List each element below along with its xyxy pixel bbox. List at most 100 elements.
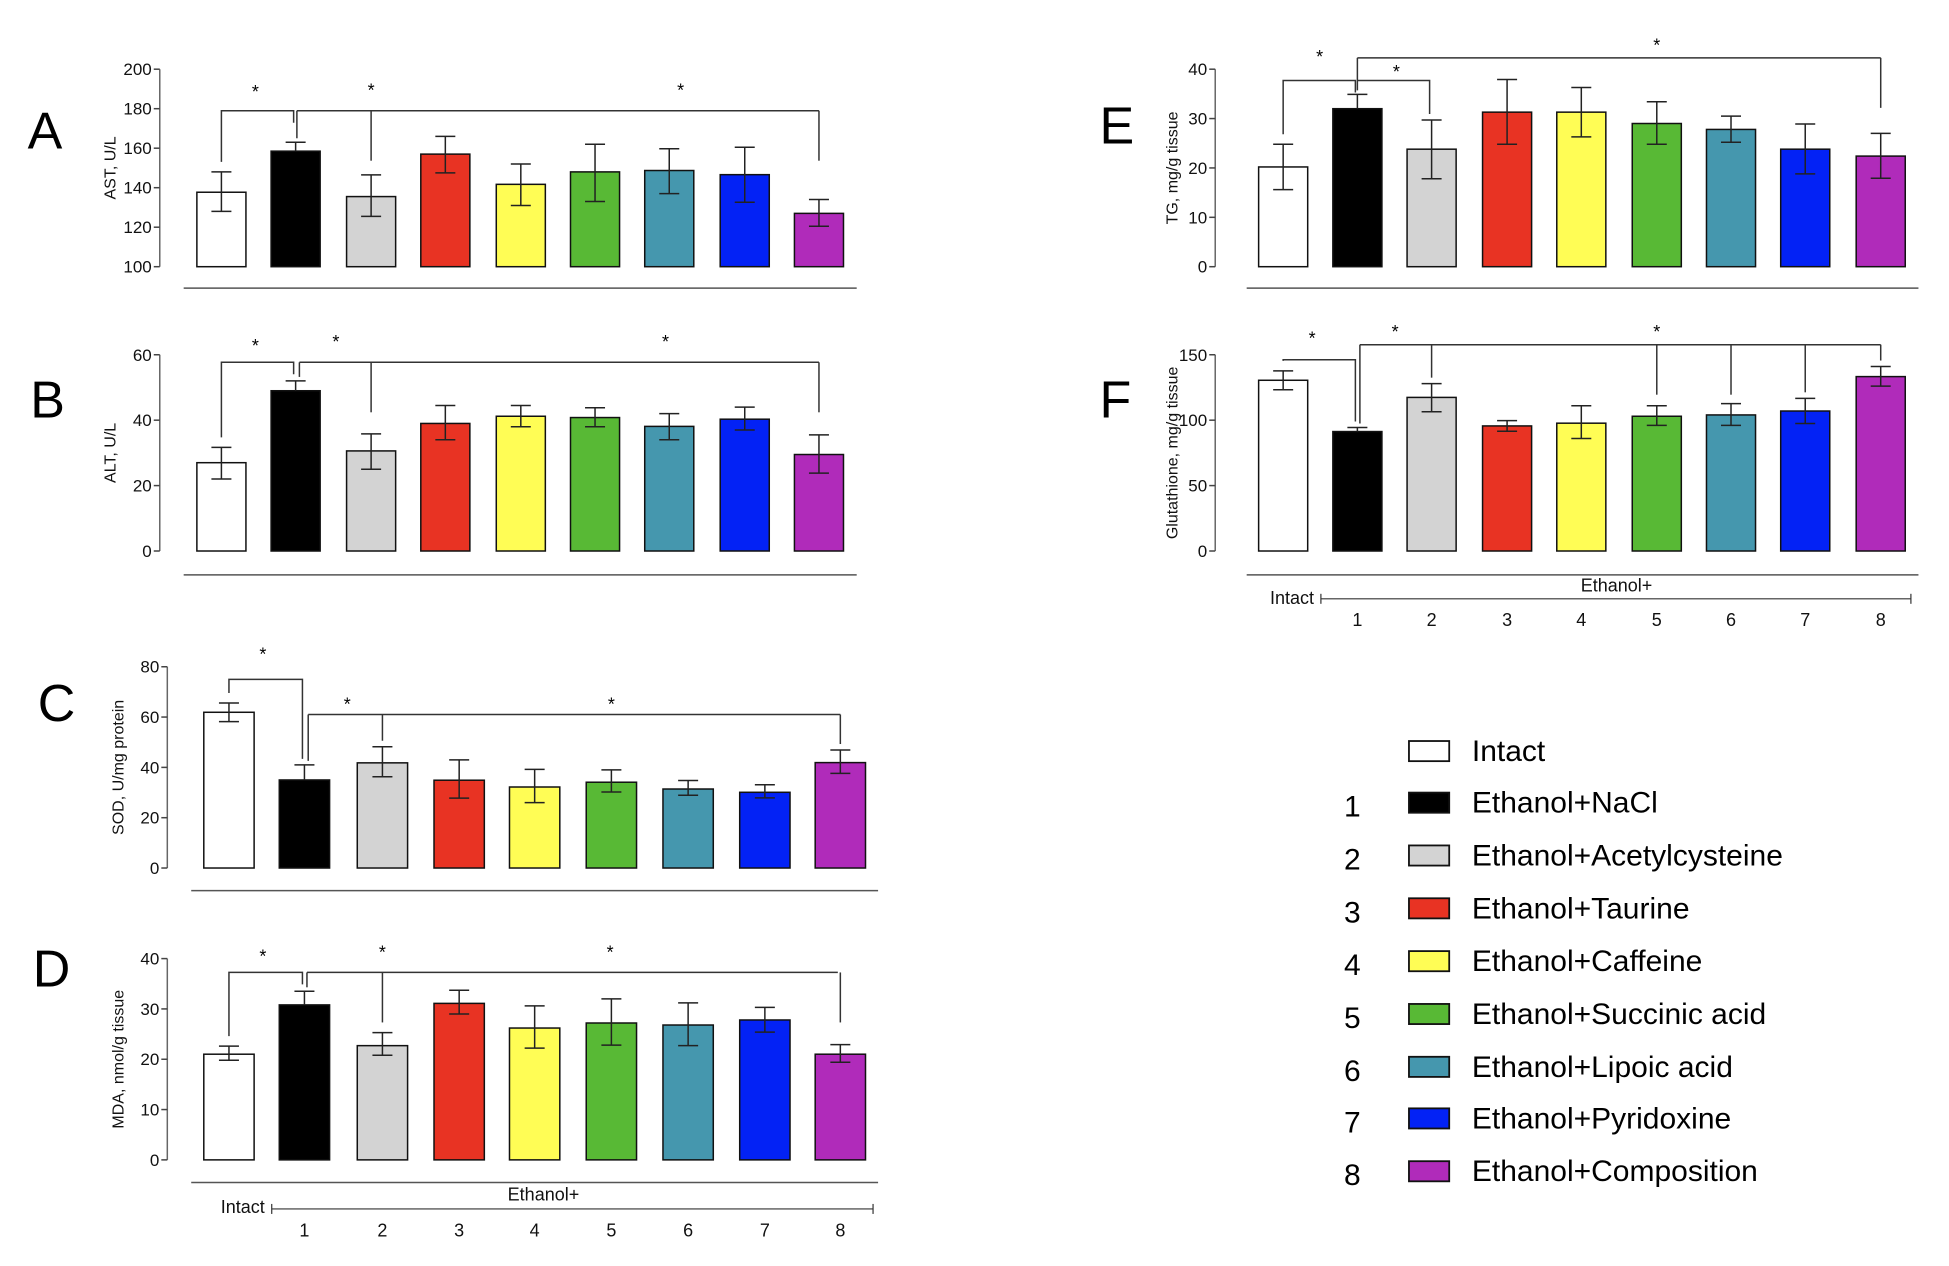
x-tick-label: 5 <box>1652 610 1662 630</box>
y-tick-label: 100 <box>1179 411 1207 430</box>
y-tick-label: 20 <box>133 477 152 496</box>
y-axis-label: MDA, nmol/g tissue <box>110 990 127 1129</box>
legend-number: 4 <box>1344 949 1361 982</box>
significance-star: * <box>1316 47 1323 67</box>
y-tick-label: 150 <box>1179 346 1207 365</box>
panel-letter: F <box>1099 372 1131 430</box>
bar-succinic <box>569 416 621 552</box>
bar-succinic <box>1631 415 1683 552</box>
panel-letter: B <box>30 372 65 430</box>
panel-F: F 0 50 100 150 Glutathione, mg/g tissue * * * Int… <box>1099 322 1919 630</box>
bar-intact <box>203 1053 255 1161</box>
y-tick-label: 30 <box>140 1000 159 1019</box>
y-tick-label: 0 <box>150 859 159 878</box>
bar-pyridoxine <box>719 418 771 552</box>
significance-star: * <box>344 695 351 715</box>
y-tick-label: 80 <box>140 658 159 677</box>
y-tick-label: 160 <box>123 139 151 158</box>
y-tick-label: 200 <box>123 60 151 79</box>
significance-star: * <box>1392 322 1399 342</box>
x-tick-label: 2 <box>1427 610 1437 630</box>
x-tick-label: 4 <box>1576 610 1586 630</box>
legend-label: Ethanol+Composition <box>1472 1155 1758 1188</box>
x-tick-label: 1 <box>1352 610 1362 630</box>
legend-number: 5 <box>1344 1002 1361 1035</box>
bar-nacl <box>270 150 321 268</box>
legend-label: Ethanol+Succinic acid <box>1472 998 1766 1031</box>
y-tick-label: 40 <box>1188 60 1207 79</box>
legend-label: Ethanol+Acetylcysteine <box>1472 839 1783 872</box>
bar-intact <box>203 711 255 869</box>
bar-acetylcysteine <box>1406 396 1457 552</box>
panel-E: E 0 10 20 30 40 TG, mg/g tissue * * * <box>1099 35 1919 289</box>
bar-taurine <box>420 422 471 552</box>
y-axis-label: TG, mg/g tissue <box>1164 111 1181 224</box>
legend-item-taurine: 3 Ethanol+Taurine <box>1344 892 1690 929</box>
significance-bracket <box>220 361 295 438</box>
bar-composition <box>814 1053 867 1161</box>
x-tick-label: 4 <box>530 1220 540 1240</box>
significance-bracket <box>228 678 304 759</box>
significance-star: * <box>252 82 259 102</box>
legend-item-intact: Intact <box>1408 735 1546 768</box>
significance-star: * <box>1653 322 1660 342</box>
y-tick-label: 20 <box>140 1050 159 1069</box>
y-tick-label: 0 <box>1198 258 1207 277</box>
significance-star: * <box>1653 35 1660 55</box>
legend-item-acetylcysteine: 2 Ethanol+Acetylcysteine <box>1344 839 1783 876</box>
panel-C: C 0 20 40 60 80 SOD, U/mg protein * * * <box>38 644 879 892</box>
legend-item-pyridoxine: 7 Ethanol+Pyridoxine <box>1344 1102 1731 1139</box>
legend-swatch <box>1408 1107 1451 1130</box>
legend-swatch <box>1408 1003 1451 1025</box>
significance-star: * <box>1393 62 1400 82</box>
legend-swatch <box>1408 791 1451 814</box>
legend-swatch <box>1408 950 1451 973</box>
y-tick-label: 10 <box>1188 208 1207 227</box>
bar-composition <box>814 761 867 869</box>
x-label-ethanol: Ethanol+ <box>508 1184 580 1204</box>
significance-star: * <box>368 81 375 101</box>
bar-lipoic <box>643 425 695 552</box>
panel-A: A 100 120 140 160 180 200 AST, U/L * * * <box>28 60 857 289</box>
legend-item-lipoic: 6 Ethanol+Lipoic acid <box>1344 1051 1733 1088</box>
significance-star: * <box>259 946 266 966</box>
legend-swatch <box>1408 897 1451 920</box>
legend-item-composition: 8 Ethanol+Composition <box>1344 1155 1758 1192</box>
y-tick-label: 0 <box>1198 542 1207 561</box>
bar-caffeine <box>508 1027 561 1161</box>
bar-nacl <box>270 389 321 552</box>
legend-swatch <box>1408 1160 1451 1183</box>
significance-star: * <box>252 336 259 356</box>
significance-bracket <box>220 109 295 162</box>
bar-lipoic <box>662 1024 715 1161</box>
x-tick-label: 8 <box>835 1220 845 1240</box>
x-label-ethanol: Ethanol+ <box>1581 575 1653 595</box>
significance-star: * <box>1309 329 1316 349</box>
x-tick-label: 2 <box>377 1220 387 1240</box>
x-label-intact: Intact <box>221 1197 265 1217</box>
y-tick-label: 60 <box>140 708 159 727</box>
legend-number: 7 <box>1344 1106 1361 1139</box>
y-tick-label: 50 <box>1188 477 1207 496</box>
legend-number: 2 <box>1344 843 1361 876</box>
bar-nacl <box>1332 107 1383 268</box>
bar-taurine <box>1481 425 1533 552</box>
legend-label: Ethanol+Taurine <box>1472 892 1690 925</box>
y-tick-label: 30 <box>1188 110 1207 129</box>
significance-bracket <box>228 971 304 1037</box>
panel-letter: C <box>38 675 76 733</box>
x-tick-label: 6 <box>683 1220 693 1240</box>
x-tick-label: 6 <box>1726 610 1736 630</box>
y-tick-label: 120 <box>123 218 151 237</box>
bar-caffeine <box>1556 422 1607 552</box>
legend-number: 3 <box>1344 896 1361 929</box>
legend-label: Intact <box>1472 735 1546 768</box>
x-tick-label: 7 <box>760 1220 770 1240</box>
legend-label: Ethanol+Pyridoxine <box>1472 1102 1731 1135</box>
significance-bracket <box>1282 79 1357 135</box>
significance-bracket <box>1282 359 1357 422</box>
y-tick-label: 40 <box>140 758 159 777</box>
y-tick-label: 40 <box>133 411 152 430</box>
bar-succinic <box>1631 122 1683 268</box>
